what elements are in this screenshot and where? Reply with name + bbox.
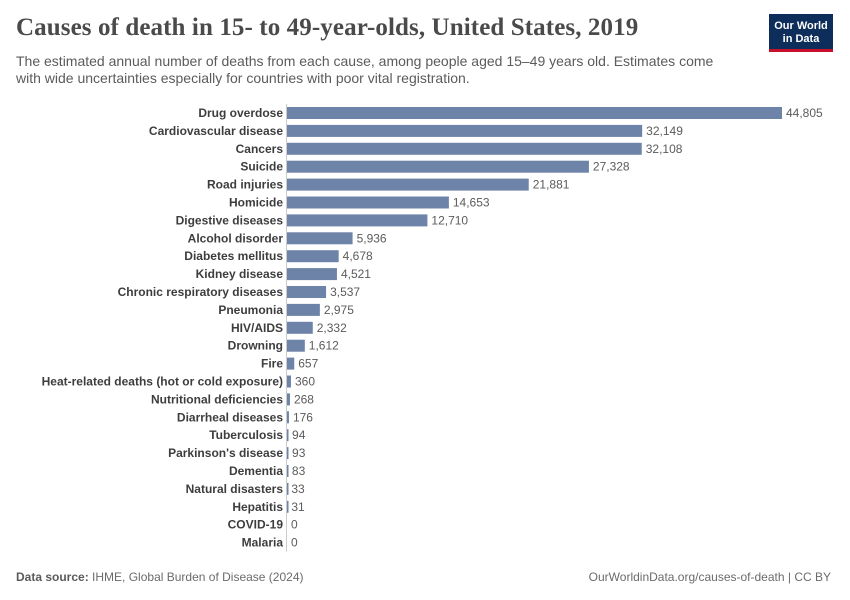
category-label: Nutritional deficiencies	[151, 392, 283, 406]
logo-line-1: Our World	[774, 20, 828, 32]
value-label: 21,881	[533, 178, 570, 192]
category-label: Drowning	[228, 339, 283, 353]
data-source: Data source: IHME, Global Burden of Dise…	[16, 570, 303, 584]
value-label: 4,521	[341, 267, 371, 281]
value-label: 2,332	[317, 321, 347, 335]
bar[interactable]	[287, 500, 289, 513]
bar[interactable]	[287, 393, 290, 406]
category-label: HIV/AIDS	[231, 321, 283, 335]
category-label: Dementia	[229, 464, 283, 478]
value-label: 5,936	[357, 231, 387, 245]
bar-chart: Drug overdose 44,805 Cardiovascular diseas…	[42, 104, 823, 552]
value-label: 0	[291, 518, 298, 532]
category-label: Road injuries	[207, 178, 283, 192]
bar[interactable]	[287, 196, 449, 209]
category-label: Drug overdose	[198, 106, 283, 120]
category-label: Heat-related deaths (hot or cold exposur…	[42, 375, 283, 389]
bar[interactable]	[287, 375, 291, 388]
owid-logo[interactable]: Our World in Data	[769, 14, 833, 52]
value-label: 32,149	[646, 124, 683, 138]
bar[interactable]	[287, 447, 289, 460]
value-label: 93	[292, 446, 306, 460]
value-label: 33	[291, 482, 305, 496]
value-label: 4,678	[343, 249, 373, 263]
category-label: Suicide	[240, 160, 283, 174]
value-label: 0	[291, 536, 298, 550]
category-label: Hepatitis	[232, 500, 283, 514]
footer-credit[interactable]: OurWorldinData.org/causes-of-death | CC …	[588, 570, 831, 584]
bar[interactable]	[287, 303, 320, 316]
value-label: 268	[294, 392, 314, 406]
bar[interactable]	[287, 250, 339, 263]
bar[interactable]	[287, 357, 295, 370]
bar[interactable]	[287, 160, 589, 173]
bar[interactable]	[287, 124, 643, 137]
bar[interactable]	[287, 178, 529, 191]
value-label: 44,805	[786, 106, 823, 120]
bar[interactable]	[287, 411, 289, 424]
value-label: 83	[292, 464, 306, 478]
category-label: Diarrheal diseases	[177, 410, 283, 424]
bar[interactable]	[287, 232, 353, 245]
value-label: 32,108	[646, 142, 683, 156]
value-label: 3,537	[330, 285, 360, 299]
bar[interactable]	[287, 268, 337, 281]
bar[interactable]	[287, 465, 289, 477]
category-label: Fire	[261, 357, 283, 371]
value-label: 1,612	[309, 339, 339, 353]
category-label: Kidney disease	[196, 267, 284, 281]
category-label: COVID-19	[228, 518, 284, 532]
category-label: Alcohol disorder	[188, 231, 284, 245]
value-label: 14,653	[453, 196, 490, 210]
category-label: Diabetes mellitus	[184, 249, 283, 263]
category-label: Pneumonia	[218, 303, 283, 317]
value-label: 27,328	[593, 160, 630, 174]
value-label: 2,975	[324, 303, 354, 317]
category-label: Cancers	[236, 142, 284, 156]
category-label: Homicide	[229, 196, 283, 210]
value-label: 94	[292, 428, 306, 442]
bar[interactable]	[287, 482, 289, 495]
category-label: Tuberculosis	[209, 428, 283, 442]
category-label: Cardiovascular disease	[149, 124, 283, 138]
bar[interactable]	[287, 142, 642, 155]
value-label: 176	[293, 410, 313, 424]
category-label: Parkinson's disease	[168, 446, 283, 460]
bar[interactable]	[287, 214, 428, 227]
category-label: Natural disasters	[186, 482, 284, 496]
bar[interactable]	[287, 339, 305, 352]
chart-subtitle: The estimated annual number of deaths fr…	[16, 53, 714, 86]
data-source-label: Data source:	[16, 570, 89, 584]
value-label: 657	[298, 357, 318, 371]
bar[interactable]	[287, 429, 289, 442]
category-label: Malaria	[242, 536, 284, 550]
chart-title: Causes of death in 15- to 49-year-olds, …	[16, 14, 639, 41]
bar[interactable]	[287, 107, 782, 119]
category-label: Digestive diseases	[176, 213, 284, 227]
data-source-text[interactable]: IHME, Global Burden of Disease (2024)	[92, 570, 304, 584]
value-label: 31	[291, 500, 305, 514]
logo-line-2: in Data	[782, 33, 820, 45]
value-label: 360	[295, 375, 315, 389]
bar[interactable]	[287, 286, 327, 298]
category-label: Chronic respiratory diseases	[118, 285, 284, 299]
bar[interactable]	[287, 321, 313, 334]
value-label: 12,710	[431, 213, 468, 227]
